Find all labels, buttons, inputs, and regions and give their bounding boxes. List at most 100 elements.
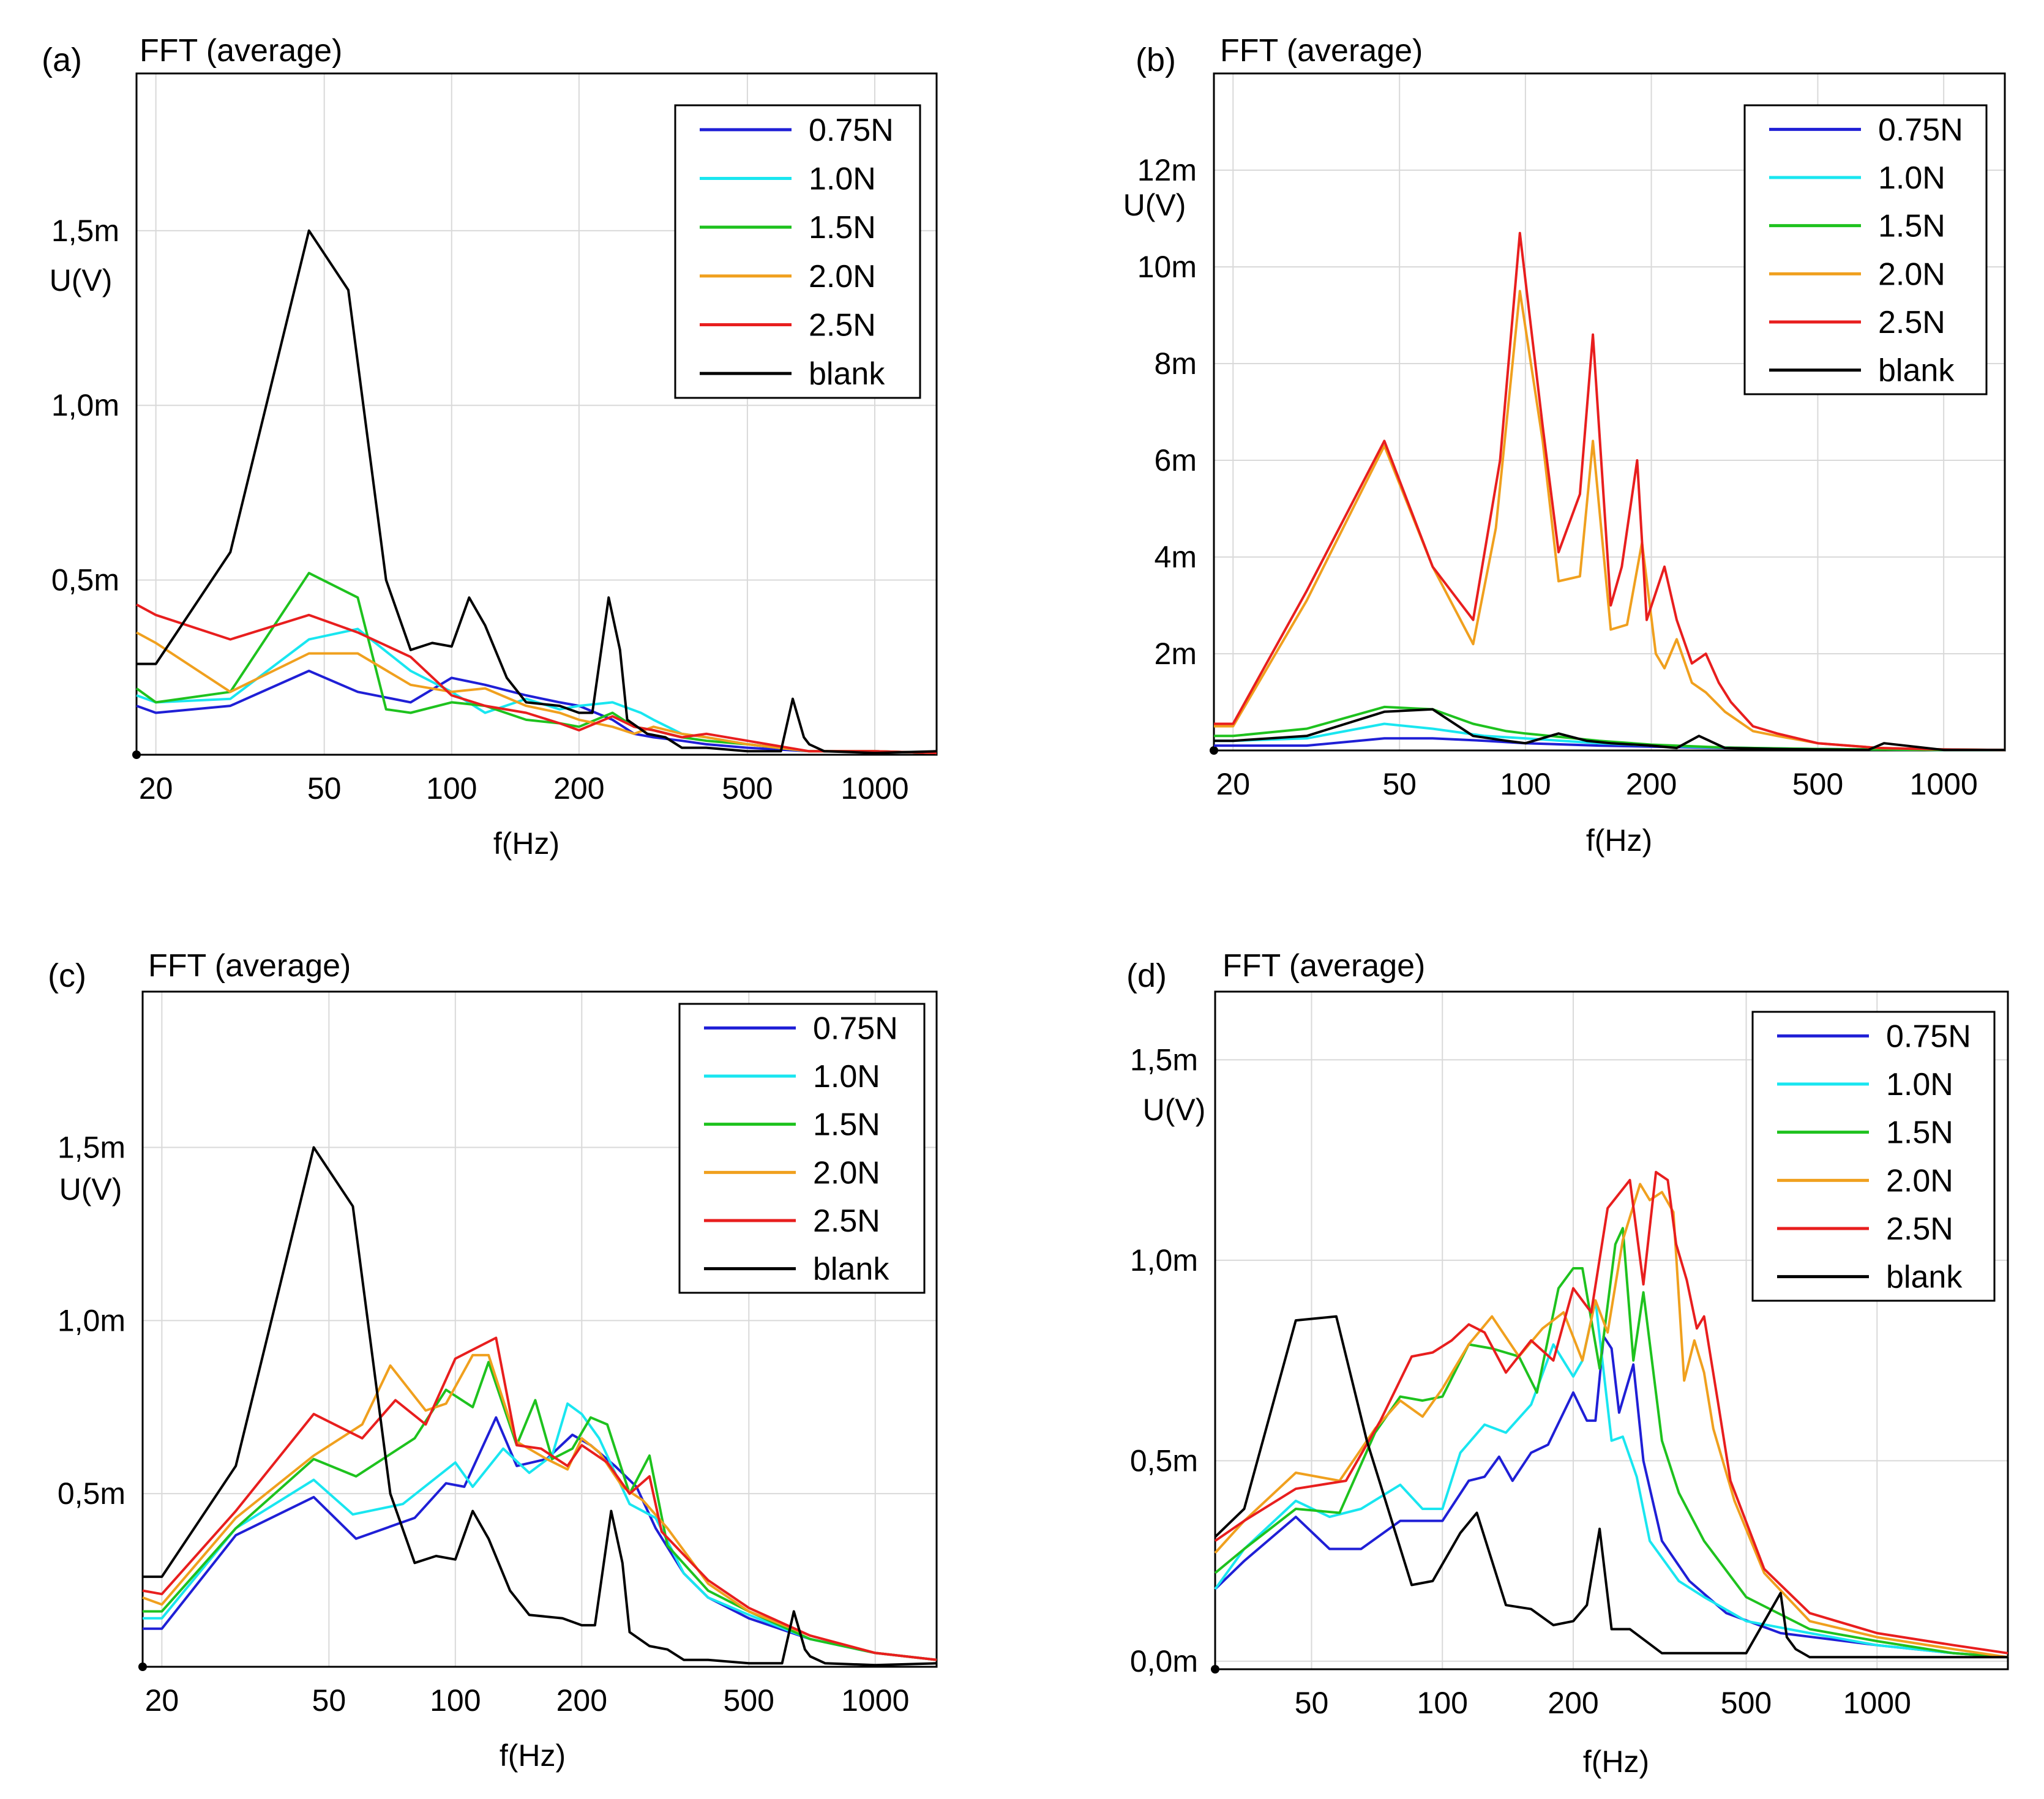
y-tick-label: 1,0m	[58, 1303, 125, 1337]
series-line-15n	[135, 572, 937, 755]
series-line-25n	[1214, 1170, 2008, 1655]
legend-label: 0.75N	[1886, 1019, 1971, 1054]
series-line-075n	[1214, 1335, 2008, 1659]
legend-label: 2.5N	[813, 1203, 880, 1239]
legend-label: 2.0N	[813, 1155, 880, 1191]
y-tick-label: 0,0m	[1130, 1644, 1198, 1678]
legend-label: 2.0N	[809, 259, 876, 294]
x-axis-label: f(Hz)	[493, 826, 560, 861]
y-tick-label: 0,5m	[58, 1476, 125, 1511]
legend-label: 2.0N	[1886, 1163, 1953, 1199]
origin-marker	[132, 750, 141, 759]
legend: 0.75N 1.0N 1.5N 2.0N 2.5N blank	[1743, 104, 1988, 395]
x-tick-label: 50	[312, 1683, 346, 1718]
legend-label: 1.5N	[1886, 1115, 1953, 1151]
y-tick-label: 1,5m	[1130, 1042, 1198, 1077]
x-axis-label: f(Hz)	[500, 1738, 566, 1773]
legend: 0.75N 1.0N 1.5N 2.0N 2.5N blank	[674, 104, 921, 399]
chart-title: FFT (average)	[1220, 33, 1423, 69]
series-line-25n	[1214, 231, 2005, 752]
legend-label: blank	[809, 356, 885, 392]
x-tick-label: 1000	[841, 1683, 909, 1718]
y-tick-label: 1,0m	[51, 388, 119, 422]
x-tick-label: 50	[1382, 767, 1417, 801]
origin-marker	[1210, 746, 1218, 755]
origin-marker	[1211, 1665, 1219, 1674]
legend-label: 2.5N	[1886, 1211, 1953, 1247]
legend: 0.75N 1.0N 1.5N 2.0N 2.5N blank	[1751, 1011, 1996, 1302]
x-tick-label: 100	[430, 1683, 481, 1718]
y-tick-label: 0,5m	[51, 563, 119, 597]
plot-frame	[141, 990, 938, 1668]
x-tick-label: 500	[722, 771, 773, 806]
panel-label: (d)	[1126, 957, 1167, 994]
y-axis-label: U(V)	[1123, 188, 1186, 222]
legend-label: 2.5N	[1878, 305, 1945, 340]
y-axis-label: U(V)	[1143, 1093, 1206, 1127]
y-tick-label: 1,0m	[1130, 1243, 1198, 1277]
series-line-20n	[1214, 290, 2005, 752]
x-tick-label: 1000	[1843, 1686, 1911, 1720]
series-line-blank	[143, 1146, 937, 1667]
series-line-20n	[136, 631, 937, 755]
legend-box	[1743, 104, 1988, 395]
legend-label: 0.75N	[813, 1011, 898, 1046]
y-tick-label: 1,5m	[58, 1131, 125, 1165]
x-tick-label: 20	[139, 771, 173, 806]
x-tick-label: 100	[1500, 767, 1551, 801]
plot-frame	[1213, 72, 2006, 752]
legend-label: 1.5N	[809, 210, 876, 245]
x-tick-label: 20	[145, 1683, 179, 1718]
x-tick-label: 50	[307, 771, 342, 806]
series-line-blank	[1214, 708, 2005, 752]
series-line-15n	[143, 1361, 937, 1661]
legend-label: 0.75N	[1878, 112, 1963, 148]
panel-label: (c)	[48, 957, 86, 994]
x-tick-label: 200	[556, 1683, 607, 1718]
chart-title: FFT (average)	[140, 33, 342, 69]
x-tick-label: 100	[1417, 1686, 1468, 1720]
legend-label: 1.0N	[1886, 1067, 1953, 1102]
y-tick-label: 12m	[1137, 153, 1197, 187]
legend-label: 2.5N	[809, 308, 876, 343]
x-tick-label: 200	[1548, 1686, 1598, 1720]
legend-label: 1.0N	[809, 162, 876, 197]
legend-box	[1751, 1011, 1996, 1302]
series-line-25n	[136, 603, 937, 755]
series-line-10n	[143, 1402, 937, 1661]
chart-panel-d: 50 100 200 500 1000 0,0m 0,5m 1,0m 1,5m (d) FFT (a…	[1126, 948, 2009, 1779]
y-axis-label: U(V)	[59, 1172, 122, 1206]
x-tick-label: 500	[1721, 1686, 1772, 1720]
series-line-075n	[136, 670, 937, 755]
y-tick-label: 4m	[1155, 540, 1197, 574]
legend-label: blank	[813, 1252, 889, 1287]
legend-label: 1.5N	[813, 1107, 880, 1143]
legend-label: 2.0N	[1878, 256, 1945, 292]
x-tick-label: 500	[1792, 767, 1843, 801]
legend-label: 1.0N	[813, 1059, 880, 1094]
panel-label: (b)	[1136, 42, 1176, 78]
x-axis-label: f(Hz)	[1583, 1745, 1649, 1779]
chart-panel-b: 20 50 100 200 500 1000 2m 4m 6m 8m 10m 12m (b) FFT (a…	[1123, 33, 2006, 858]
legend: 0.75N 1.0N 1.5N 2.0N 2.5N blank	[678, 1003, 926, 1294]
plot-frame	[1214, 990, 2009, 1670]
series-line-blank	[1214, 1315, 2008, 1659]
series-line-25n	[142, 1336, 937, 1661]
y-tick-label: 2m	[1155, 637, 1197, 671]
x-tick-label: 20	[1216, 767, 1250, 801]
plot-frame	[135, 72, 938, 756]
x-tick-label: 200	[1626, 767, 1677, 801]
legend-label: 0.75N	[809, 113, 894, 148]
legend-label: blank	[1878, 353, 1955, 389]
series-line-10n	[1214, 1299, 2008, 1659]
y-axis-label: U(V)	[50, 263, 113, 297]
y-tick-label: 8m	[1155, 346, 1197, 381]
series-line-20n	[142, 1353, 937, 1661]
y-tick-label: 6m	[1155, 443, 1197, 477]
x-tick-label: 1000	[840, 771, 908, 806]
chart-title: FFT (average)	[148, 948, 351, 984]
chart-title: FFT (average)	[1222, 948, 1425, 984]
x-tick-label: 200	[553, 771, 604, 806]
series-line-20n	[1214, 1183, 2008, 1659]
